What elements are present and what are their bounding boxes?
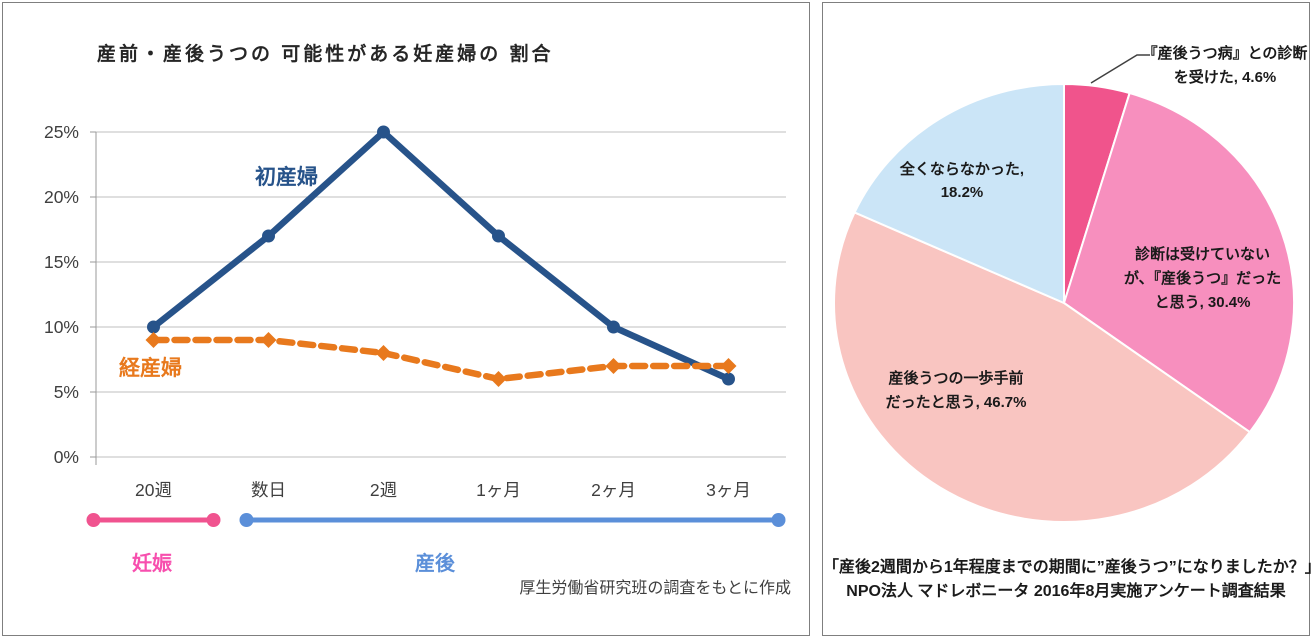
y-tick-label: 25% [44, 122, 79, 142]
x-tick-label: 2ヶ月 [591, 480, 636, 500]
y-tick-label: 15% [44, 252, 79, 272]
y-tick-label: 10% [44, 317, 79, 337]
postpartum-period-label: 産後 [415, 553, 455, 575]
pregnancy-period-label: 妊娠 [132, 553, 172, 575]
data-point-marker [145, 332, 162, 348]
x-tick-label: 3ヶ月 [706, 480, 751, 500]
period-axis-endpoint [206, 513, 221, 527]
x-tick-label: 数日 [251, 480, 286, 500]
pie-chart-panel: 『産後うつ病』との診断 を受けた, 4.6% 診断は受けていない が、『産後うつ… [822, 2, 1312, 636]
pie-slice [853, 83, 1065, 304]
period-axis-endpoint [771, 513, 786, 527]
y-tick-label: 0% [54, 447, 79, 467]
data-point-marker [605, 358, 622, 374]
line-chart-panel: 産前・産後うつの 可能性がある妊産婦の 割合 0% 5% 10% 15% 20% 25% 2… [2, 2, 810, 636]
x-tick-label: 20週 [135, 480, 172, 500]
source-note: 厚生労働省研究班の調査をもとに作成 [519, 580, 791, 597]
pie-caption: 「産後2週間から1年程度までの期間に”産後うつ”になりましたか？」 NPO法人 … [823, 559, 1312, 600]
pie-label-diagnosed: 『産後うつ病』との診断 を受けた, 4.6% [1142, 45, 1308, 86]
y-tick-label: 5% [54, 382, 79, 402]
pie-label-undiagnosed-but-depressed: 診断は受けていない が、『産後うつ』だった と思う, 30.4% [1123, 246, 1282, 311]
pie-label-never: 全くならなかった, 18.2% [899, 161, 1025, 201]
data-point-marker [722, 372, 735, 386]
period-axis-endpoint [86, 513, 101, 527]
series-line-経産婦 [150, 336, 732, 383]
pie-chart [833, 54, 1295, 523]
x-tick-label: 1ヶ月 [476, 480, 521, 500]
series-label-experienced-mothers: 経産婦 [119, 357, 182, 380]
data-point-marker [375, 345, 392, 361]
data-point-marker [377, 125, 390, 139]
data-point-marker [262, 229, 275, 243]
pie-slice [1063, 92, 1295, 434]
series-label-first-time-mothers: 初産婦 [255, 166, 318, 189]
pie-label-one-step-before: 産後うつの一歩手前 だったと思う, 46.7% [885, 370, 1027, 411]
period-axis-endpoint [239, 513, 254, 527]
data-point-marker [492, 229, 505, 243]
label-leader-line [1090, 54, 1150, 84]
data-point-marker [147, 320, 160, 334]
series-line-初産婦 [150, 128, 732, 383]
line-chart: 0% 5% 10% 15% 20% 25% 20週 数日 2週 1ヶ月 2ヶ月 3ヶ月 [44, 122, 786, 527]
data-point-marker [260, 332, 277, 348]
data-point-marker [720, 358, 737, 374]
data-point-marker [490, 371, 507, 387]
y-tick-label: 20% [44, 187, 79, 207]
pie-slice [833, 211, 1251, 523]
data-point-marker [607, 320, 620, 334]
x-tick-label: 2週 [370, 480, 397, 500]
line-chart-title: 産前・産後うつの 可能性がある妊産婦の 割合 [97, 44, 554, 65]
